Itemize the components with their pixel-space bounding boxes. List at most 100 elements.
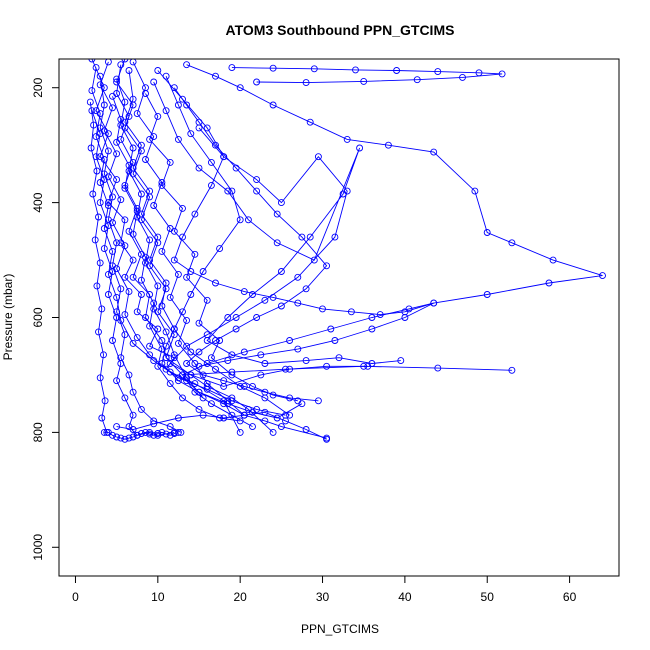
data-point [125,371,133,379]
data-point [199,268,207,275]
data-point [203,380,211,388]
data-point [236,84,244,92]
data-point [174,135,182,143]
data-point [109,92,116,100]
data-point [89,190,97,198]
data-point [121,311,129,319]
data-point [146,193,154,201]
data-point [179,233,186,241]
data-point [154,239,162,247]
data-point [154,430,162,437]
data-point [323,362,331,370]
data-point [203,124,211,132]
data-point [113,314,121,321]
data-point [133,110,141,118]
data-point [240,288,248,296]
data-point [113,138,121,146]
data-point [282,417,289,425]
series-10 [228,64,506,87]
data-point [96,130,104,138]
data-point [269,64,277,72]
data-point [249,291,256,298]
series-line [145,93,298,402]
data-point [249,423,256,431]
data-point [323,435,331,443]
data-point [277,268,285,275]
data-point [121,331,129,339]
data-point [191,250,199,258]
data-point [483,229,491,236]
data-point [162,107,170,115]
series-line [116,411,327,440]
data-point [113,423,121,431]
data-point [253,176,261,184]
data-point [269,101,277,109]
data-point [298,233,306,241]
data-point [434,68,442,76]
data-point [146,262,154,270]
data-point [137,190,145,198]
data-point [368,314,376,321]
series-line [89,102,108,433]
data-point [100,428,108,436]
data-point [207,181,215,189]
data-point [117,285,125,293]
data-point [286,337,294,344]
data-point [150,202,158,209]
data-point [277,423,285,431]
data-point [319,305,326,313]
data-point [212,72,219,80]
data-point [101,397,109,405]
x-tick-label: 60 [563,590,577,604]
data-point [96,72,104,80]
data-point [113,377,121,385]
data-point [98,305,106,313]
series-line [116,59,253,427]
y-axis-label: Pressure (mbar) [1,274,15,361]
data-point [88,59,96,63]
data-point [166,293,174,301]
data-point [174,414,182,422]
data-point [195,319,203,327]
data-point [199,371,207,379]
data-point [170,227,178,235]
data-point [121,59,129,63]
data-point [302,285,310,293]
data-point [129,433,137,441]
x-tick-label: 30 [316,590,330,604]
data-point [113,150,121,158]
series-11 [96,72,185,436]
data-point [137,216,145,224]
data-point [96,199,104,207]
data-point [471,187,479,195]
data-point [393,67,401,74]
data-point [343,135,351,143]
data-point [236,428,244,436]
data-point [90,121,98,129]
data-point [117,115,125,123]
data-point [294,345,302,353]
data-point [150,78,158,86]
y-tick-label: 600 [31,307,45,327]
data-layer [86,59,606,443]
data-point [599,272,606,280]
data-point [142,156,149,163]
data-point [302,426,310,433]
data-point [125,288,133,296]
data-point [302,357,310,365]
data-point [310,256,318,264]
data-point [166,368,174,376]
data-point [146,236,154,244]
data-point [183,316,191,324]
data-point [166,423,174,431]
series-line [153,81,401,364]
data-point [224,397,232,405]
data-point [360,362,368,370]
data-point [545,279,553,287]
data-point [92,64,100,72]
data-point [117,61,125,69]
data-point [154,67,162,74]
data-point [179,95,186,103]
data-point [216,245,224,253]
data-point [253,187,261,195]
